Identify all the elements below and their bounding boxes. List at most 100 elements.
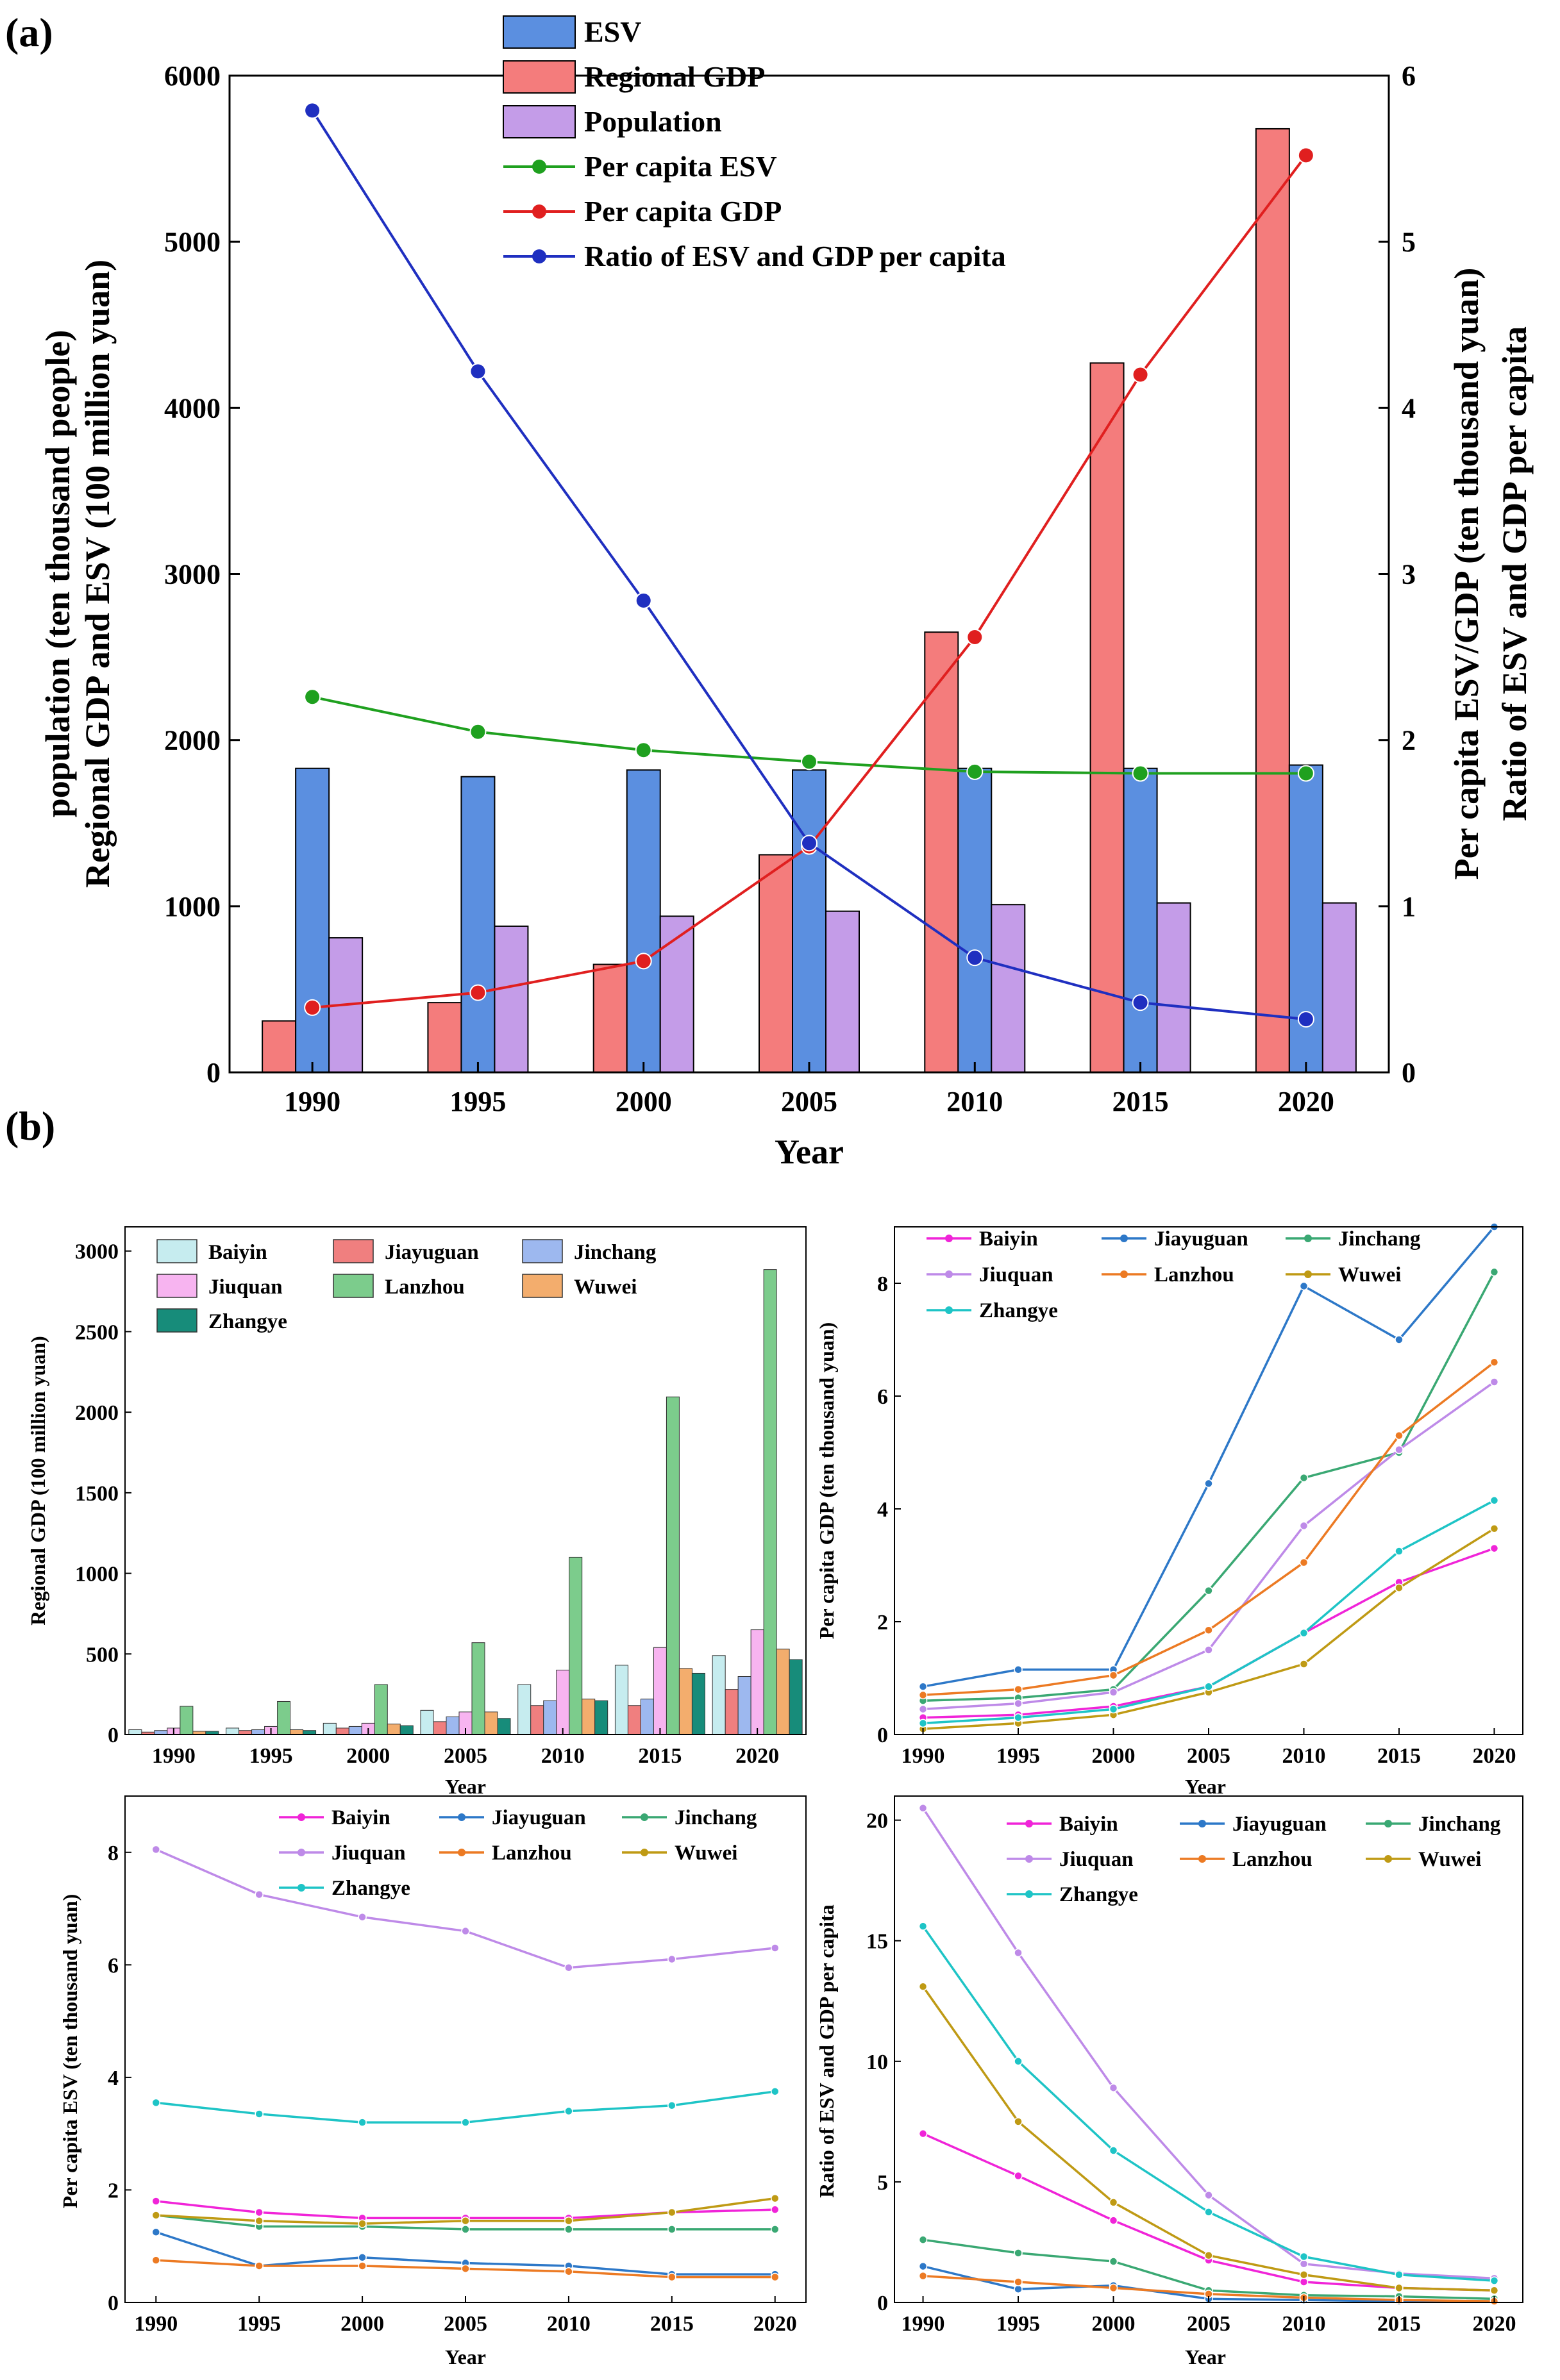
- b2-legend-marker-lanzhou: [1120, 1270, 1128, 1278]
- b3-x-tick-label-2005: 2005: [444, 2312, 487, 2336]
- chart-b3-x-axis-ticks: 1990 1995 2000 2005 2010 2015 2020: [134, 2296, 797, 2336]
- bar-regional-gdp-2000: [592, 963, 628, 1073]
- y2-tick-label-1: 1: [1402, 891, 1416, 922]
- b4-legend-label-jiuquan: Jiuquan: [1059, 1848, 1134, 1871]
- b2-point-lanzhou-1990: [918, 1690, 928, 1700]
- b4-legend-marker-jinchang: [1384, 1820, 1392, 1827]
- b1-y-tick-label-2000: 2000: [75, 1401, 119, 1425]
- b1-bar-lanzhou-2020: [763, 1269, 777, 1735]
- b2-point-zhangye-1995: [1014, 1713, 1023, 1722]
- b2-point-jiayuguan-2015: [1395, 1335, 1404, 1344]
- bar-population-2010: [991, 904, 1026, 1074]
- b3-point-jiuquan-2015: [667, 1954, 676, 1964]
- b4-x-tick-label-2000: 2000: [1092, 2312, 1136, 2336]
- b2-y-tick-label-2: 2: [877, 1611, 888, 1635]
- b2-point-jiuquan-2020: [1489, 1377, 1499, 1386]
- b4-legend-label-lanzhou: Lanzhou: [1232, 1848, 1313, 1871]
- point-ratio-of-esv-and-gdp-per-capita-2005: [801, 835, 818, 852]
- b2-x-tick-label-2015: 2015: [1377, 1744, 1421, 1768]
- y2-tick-label-6: 6: [1402, 60, 1416, 92]
- b3-point-jinchang-2005: [461, 2225, 470, 2234]
- b1-x-tick-label-2005: 2005: [444, 1744, 487, 1768]
- b1-bar-lanzhou-1990: [180, 1706, 194, 1735]
- b2-point-jiuquan-1995: [1014, 1699, 1023, 1708]
- b1-bar-wuwei-2005: [484, 1711, 498, 1735]
- b3-legend-marker-wuwei: [641, 1849, 648, 1856]
- b3-point-baiyin-1995: [255, 2208, 264, 2217]
- b4-point-jinchang-2000: [1109, 2257, 1118, 2266]
- b2-legend-marker-jiuquan: [945, 1270, 953, 1278]
- b3-legend-marker-baiyin: [298, 1813, 305, 1821]
- b3-point-lanzhou-2010: [564, 2267, 573, 2276]
- b3-point-zhangye-2020: [770, 2087, 780, 2096]
- b2-point-zhangye-2015: [1395, 1547, 1404, 1556]
- b3-point-jiuquan-2005: [461, 1926, 470, 1936]
- b3-legend-marker-jinchang: [641, 1813, 648, 1821]
- b4-point-wuwei-2010: [1299, 2270, 1309, 2279]
- chart-b2-y-axis-ticks: 0 2 4 6 8: [877, 1272, 901, 1747]
- b3-legend-label-zhangye: Zhangye: [331, 1877, 410, 1900]
- bar-esv-2010: [957, 767, 993, 1073]
- b1-bar-lanzhou-2015: [666, 1396, 680, 1735]
- b4-point-baiyin-2010: [1299, 2277, 1309, 2286]
- b3-point-jinchang-2020: [770, 2225, 780, 2234]
- point-per-capita-esv-1995: [469, 723, 487, 740]
- b3-point-jiayuguan-1990: [151, 2227, 161, 2237]
- b2-point-jiuquan-2005: [1204, 1645, 1213, 1654]
- b2-point-jinchang-2010: [1299, 1473, 1309, 1483]
- panel-label-a: (a): [5, 10, 53, 55]
- y-tick-label-0: 0: [206, 1057, 221, 1088]
- b1-bar-wuwei-2020: [776, 1649, 790, 1735]
- chart-b4-legend: Baiyin Jiayuguan Jinchang Jiuquan Lanzhou Wuw…: [1007, 1813, 1501, 1906]
- b3-point-jinchang-2010: [564, 2225, 573, 2234]
- b2-point-jiayuguan-2005: [1204, 1479, 1213, 1488]
- b4-point-zhangye-1990: [918, 1922, 928, 1931]
- b3-point-wuwei-2000: [358, 2219, 367, 2228]
- b2-x-tick-label-2005: 2005: [1187, 1744, 1230, 1768]
- b1-x-tick-label-2015: 2015: [638, 1744, 682, 1768]
- b3-x-tick-label-2000: 2000: [340, 2312, 384, 2336]
- b4-point-zhangye-2005: [1204, 2208, 1213, 2217]
- b1-bar-jinchang-1995: [251, 1729, 265, 1735]
- b3-point-wuwei-1995: [255, 2216, 264, 2226]
- b1-bar-jinchang-2015: [640, 1699, 654, 1735]
- b2-point-wuwei-2015: [1395, 1583, 1404, 1592]
- y2-tick-label-0: 0: [1402, 1057, 1416, 1088]
- b4-point-zhangye-2000: [1109, 2146, 1118, 2155]
- b2-legend-label-jinchang: Jinchang: [1338, 1227, 1421, 1251]
- b2-legend-marker-baiyin: [945, 1235, 953, 1242]
- b3-point-jiuquan-1990: [151, 1845, 161, 1854]
- chart-b2-legend: Baiyin Jiayuguan Jinchang Jiuquan Lanzhou Wuw…: [927, 1227, 1421, 1322]
- b4-point-wuwei-2005: [1204, 2251, 1213, 2260]
- b4-legend-label-jiayuguan: Jiayuguan: [1232, 1813, 1327, 1836]
- y-tick-label-2000: 2000: [164, 725, 221, 756]
- b3-point-zhangye-2000: [358, 2118, 367, 2127]
- b3-x-tick-label-1995: 1995: [237, 2312, 281, 2336]
- b1-bar-jinchang-2010: [543, 1700, 557, 1735]
- chart-b1-y-axis-ticks: 0 500 1000 1500 2000 2500 3000: [75, 1240, 131, 1747]
- chart-a-lines: [304, 102, 1314, 1028]
- b2-point-zhangye-2020: [1489, 1496, 1499, 1505]
- b3-point-lanzhou-2005: [461, 2264, 470, 2274]
- b4-point-jiayuguan-1990: [918, 2261, 928, 2271]
- b2-point-lanzhou-2010: [1299, 1558, 1309, 1567]
- legend-label-ratio-of-esv-and-gdp-per-capita: Ratio of ESV and GDP per capita: [584, 240, 1006, 272]
- b1-legend-swatch-jinchang: [522, 1239, 563, 1263]
- point-per-capita-gdp-1995: [469, 984, 487, 1001]
- chart-a-y-axis-label-line1: population (ten thousand people): [38, 330, 77, 818]
- b3-point-zhangye-1990: [151, 2098, 161, 2108]
- b3-legend-label-wuwei: Wuwei: [675, 1842, 737, 1865]
- b2-point-jiuquan-2000: [1109, 1688, 1118, 1697]
- b4-point-baiyin-1990: [918, 2129, 928, 2138]
- b1-y-tick-label-0: 0: [108, 1724, 119, 1747]
- point-ratio-of-esv-and-gdp-per-capita-2020: [1297, 1011, 1314, 1028]
- b1-bar-lanzhou-2000: [374, 1684, 388, 1735]
- b3-y-tick-label-4: 4: [108, 2067, 119, 2090]
- legend-label-per-capita-gdp: Per capita GDP: [584, 195, 782, 228]
- b1-bar-lanzhou-2010: [569, 1556, 583, 1735]
- b2-x-tick-label-2020: 2020: [1472, 1744, 1516, 1768]
- chart-a-y-axis-label-line2: Regional GDP and ESV (100 million yuan): [78, 260, 117, 888]
- point-ratio-of-esv-and-gdp-per-capita-1990: [304, 102, 321, 119]
- x-tick-label-2005: 2005: [781, 1086, 837, 1117]
- point-per-capita-gdp-1990: [304, 999, 321, 1016]
